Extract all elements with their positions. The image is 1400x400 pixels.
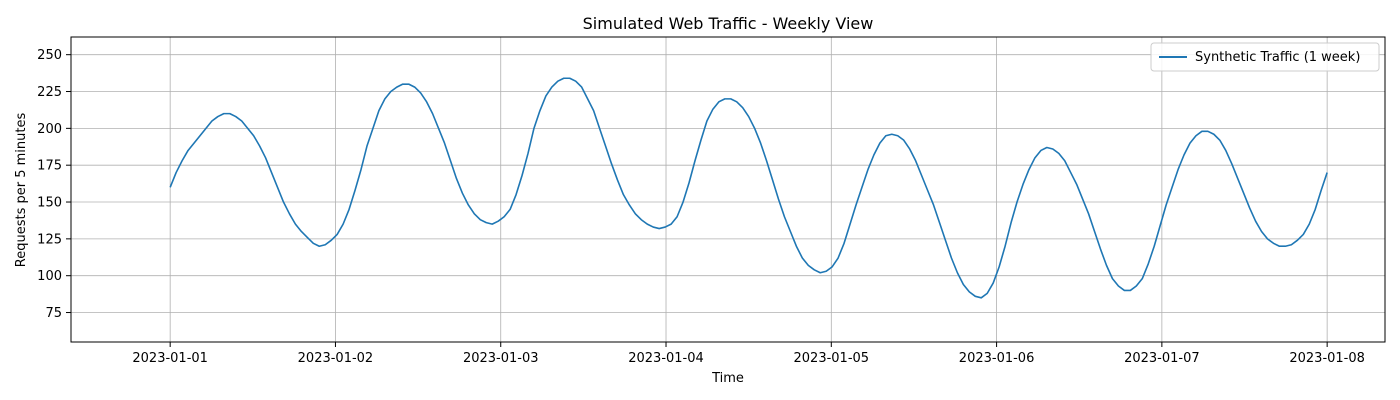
plot-area-frame	[70, 36, 1386, 343]
grid-lines	[71, 37, 1385, 342]
series-line-0	[169, 77, 1328, 299]
y-tick-label: 75	[45, 306, 62, 321]
y-tick-label: 225	[37, 85, 62, 100]
axes: 2023-01-01 2023-01-02 2023-01-03 2023-01-04…	[37, 48, 1365, 366]
x-tick-label: 2023-01-01	[132, 351, 208, 366]
y-tick-label: 125	[37, 232, 62, 247]
x-axis-label: Time	[711, 371, 744, 386]
y-tick-label: 150	[37, 196, 62, 211]
y-tick-label: 100	[37, 269, 62, 284]
legend-label: Synthetic Traffic (1 week)	[1195, 50, 1360, 65]
x-tick-label: 2023-01-04	[628, 351, 704, 366]
y-axis-label: Requests per 5 minutes	[14, 113, 29, 268]
chart-title: Simulated Web Traffic - Weekly View	[583, 14, 874, 33]
x-tick-label: 2023-01-07	[1124, 351, 1200, 366]
x-tick-label: 2023-01-05	[794, 351, 870, 366]
x-tick-label: 2023-01-08	[1289, 351, 1365, 366]
legend-box	[1150, 42, 1380, 72]
x-tick-label: 2023-01-02	[298, 351, 374, 366]
x-tick-label: 2023-01-03	[463, 351, 539, 366]
legend: Synthetic Traffic (1 week)	[1150, 42, 1380, 72]
x-tick-label: 2023-01-06	[959, 351, 1035, 366]
y-tick-label: 200	[37, 122, 62, 137]
series-layer	[169, 77, 1328, 299]
y-tick-label: 250	[37, 48, 62, 63]
y-tick-label: 175	[37, 159, 62, 174]
